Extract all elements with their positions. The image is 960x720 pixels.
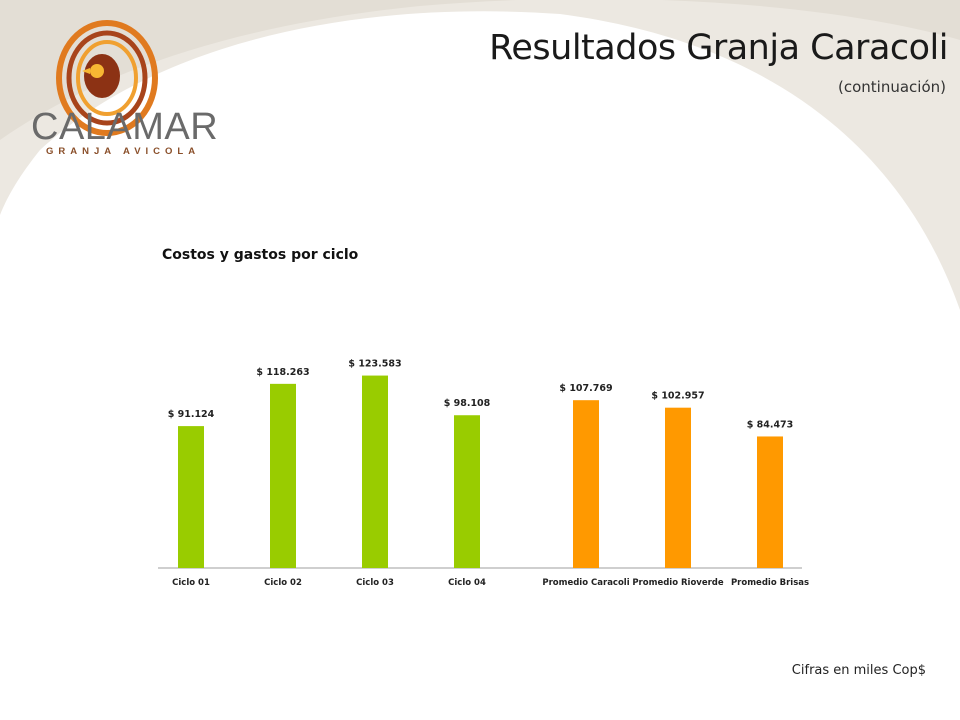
bar-value-label: $ 91.124	[168, 409, 215, 420]
x-tick-label: Ciclo 03	[356, 578, 394, 588]
hen-logo-icon	[56, 20, 158, 136]
bar-value-label: $ 98.108	[444, 398, 491, 409]
x-tick-label: Promedio Rioverde	[632, 578, 724, 588]
bar-value-label: $ 84.473	[747, 419, 794, 430]
brand-tagline: GRANJA AVICOLA	[46, 146, 201, 157]
bar-7	[757, 436, 783, 568]
bar-value-label: $ 107.769	[559, 383, 612, 394]
x-tick-label: Promedio Brisas	[731, 578, 809, 588]
x-tick-label: Ciclo 04	[448, 578, 486, 588]
bar-value-label: $ 123.583	[348, 359, 401, 370]
page-subtitle: (continuación)	[838, 78, 946, 96]
x-tick-label: Ciclo 01	[172, 578, 210, 588]
footnote: Cifras en miles Cop$	[791, 663, 926, 678]
bar-2	[270, 383, 296, 568]
bar-1	[178, 426, 204, 568]
chart-title: Costos y gastos por ciclo	[162, 247, 359, 263]
bar-6	[665, 407, 691, 568]
page-title: Resultados Granja Caracoli	[489, 28, 948, 68]
bar-chart: $ 91.124 Ciclo 01 $ 118.263 Ciclo 02 $ 123.5…	[158, 359, 809, 588]
x-tick-label: Ciclo 02	[264, 578, 302, 588]
bar-5	[573, 400, 599, 568]
brand-name: CALAMAR	[31, 106, 219, 148]
bar-value-label: $ 102.957	[651, 391, 704, 402]
bar-4	[454, 415, 480, 568]
bar-3	[362, 375, 388, 568]
x-tick-label: Promedio Caracoli	[542, 578, 629, 588]
bar-value-label: $ 118.263	[256, 367, 309, 378]
